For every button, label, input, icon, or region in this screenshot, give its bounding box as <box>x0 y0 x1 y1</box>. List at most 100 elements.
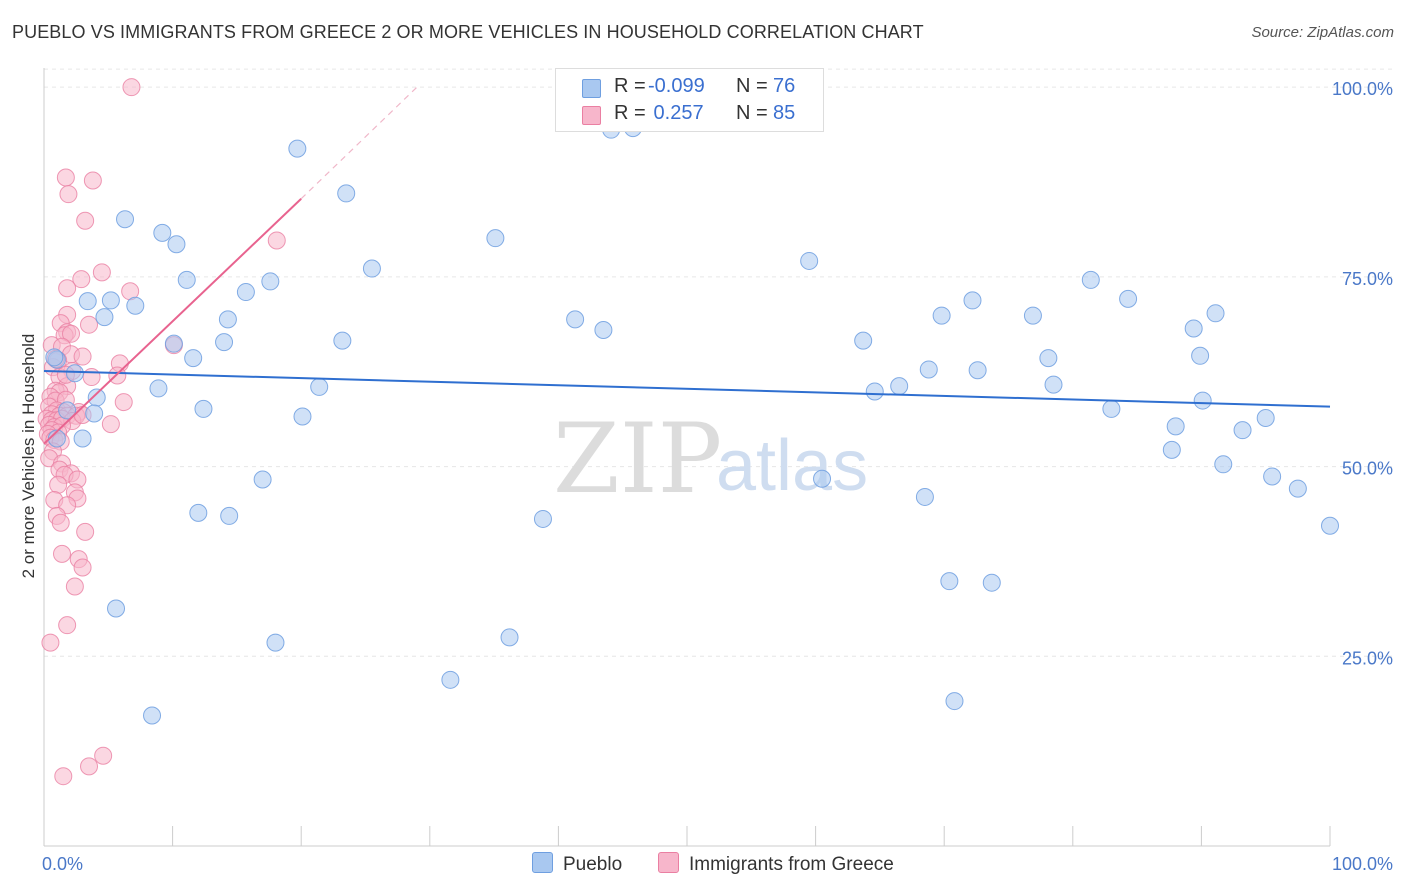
pueblo-point <box>58 401 77 420</box>
x-tick-label: 0.0% <box>42 854 83 874</box>
pueblo-point <box>189 503 208 522</box>
pueblo-point <box>500 628 519 647</box>
pueblo-point <box>116 210 135 229</box>
greece-point <box>41 633 60 652</box>
watermark-zip: ZIP <box>553 403 722 515</box>
greece-point <box>65 577 84 596</box>
pueblo-point <box>220 506 239 525</box>
pueblo-point <box>126 296 145 315</box>
pueblo-point <box>1039 349 1058 368</box>
y-axis-label: 2 or more Vehicles in Household <box>19 334 38 579</box>
pueblo-point <box>594 321 613 339</box>
greece-point <box>59 185 78 204</box>
pueblo-point <box>1321 516 1339 535</box>
pueblo-point <box>45 348 64 367</box>
pueblo-point <box>940 572 959 591</box>
pueblo-point <box>1214 455 1233 474</box>
legend-n-value: 85 <box>773 102 796 124</box>
greece-trend-extension <box>300 86 418 200</box>
pueblo-point <box>78 292 97 311</box>
pueblo-point <box>288 139 307 158</box>
legend-n-label: N = <box>736 102 768 124</box>
pueblo-point <box>1233 421 1252 440</box>
trend-lines <box>43 86 1331 445</box>
tick-labels: 25.0% 50.0% 75.0% 100.0% 0.0% 100.0% <box>42 79 1393 874</box>
pueblo-point <box>854 331 873 350</box>
pueblo-point <box>932 306 951 325</box>
legend-n-label: N = <box>736 75 768 97</box>
greece-point <box>72 270 91 289</box>
pueblo-point <box>1191 346 1210 365</box>
greece-point <box>56 168 75 187</box>
greece-point <box>58 279 77 298</box>
pueblo-point <box>963 291 982 310</box>
pueblo-point <box>362 259 381 278</box>
greece-point <box>62 324 81 343</box>
pueblo-point <box>177 270 196 289</box>
pueblo-point <box>253 470 272 489</box>
pueblo-point <box>95 308 114 327</box>
greece-trend-line <box>43 197 302 445</box>
greece-point <box>80 315 99 334</box>
bottom-legend-greece: Immigrants from Greece <box>658 852 894 876</box>
pueblo-point <box>194 399 213 418</box>
pueblo-point <box>218 310 237 329</box>
pueblo-point <box>1081 270 1100 289</box>
pueblo-point <box>164 334 183 353</box>
pueblo-point <box>1119 289 1138 308</box>
pueblo-point <box>1023 306 1042 325</box>
pueblo-point <box>153 223 172 242</box>
y-tick-label: 25.0% <box>1342 648 1393 668</box>
greece-point <box>101 415 120 434</box>
pueblo-point <box>107 599 126 618</box>
greece-point <box>58 616 77 635</box>
pueblo-point <box>215 333 234 352</box>
pueblo-trend-line <box>43 369 1331 408</box>
pueblo-point <box>73 429 92 448</box>
greece-point <box>49 475 68 494</box>
greece-point <box>54 767 73 786</box>
greece-point <box>267 231 286 250</box>
greece-point <box>73 558 92 577</box>
pueblo-point <box>1288 479 1307 498</box>
pueblo-point <box>813 469 832 488</box>
legend-swatch-pueblo <box>582 79 601 98</box>
pueblo-point <box>1193 391 1212 410</box>
pueblo-point <box>184 349 203 368</box>
pueblo-point <box>101 291 120 310</box>
y-tick-label: 100.0% <box>1332 79 1393 99</box>
series-greece-points <box>37 78 286 786</box>
greece-point <box>73 347 92 366</box>
pueblo-point <box>1102 399 1121 418</box>
gridlines <box>44 68 1392 657</box>
greece-point <box>94 746 113 765</box>
pueblo-point <box>915 487 934 506</box>
correlation-legend: R = -0.099 N = 76 R = 0.257 N = 85 <box>555 68 824 132</box>
legend-r-label: R = <box>614 75 646 97</box>
greece-point <box>82 368 101 387</box>
legend-r-value: -0.099 <box>648 75 705 97</box>
pueblo-point <box>266 633 285 652</box>
pueblo-point <box>333 331 352 350</box>
pueblo-point <box>441 670 460 689</box>
pueblo-point <box>865 382 884 401</box>
greece-point <box>76 522 95 541</box>
pueblo-point <box>85 404 104 423</box>
bottom-legend-pueblo-label: Pueblo <box>563 854 623 875</box>
pueblo-point <box>1166 417 1185 436</box>
pueblo-point <box>486 229 505 248</box>
pueblo-point <box>800 251 819 270</box>
chart-title: PUEBLO VS IMMIGRANTS FROM GREECE 2 OR MO… <box>12 22 924 42</box>
legend-swatch-greece <box>582 106 601 125</box>
pueblo-point <box>1263 467 1282 486</box>
legend-r-label: R = <box>614 102 646 124</box>
bottom-legend-pueblo: Pueblo <box>532 852 622 876</box>
pueblo-point <box>1206 304 1225 323</box>
bottom-swatch-pueblo <box>532 852 553 873</box>
pueblo-point <box>945 692 964 711</box>
greece-point <box>92 263 111 282</box>
legend-n-value: 76 <box>773 75 796 97</box>
pueblo-point <box>143 706 162 725</box>
y-tick-label: 75.0% <box>1342 269 1393 289</box>
